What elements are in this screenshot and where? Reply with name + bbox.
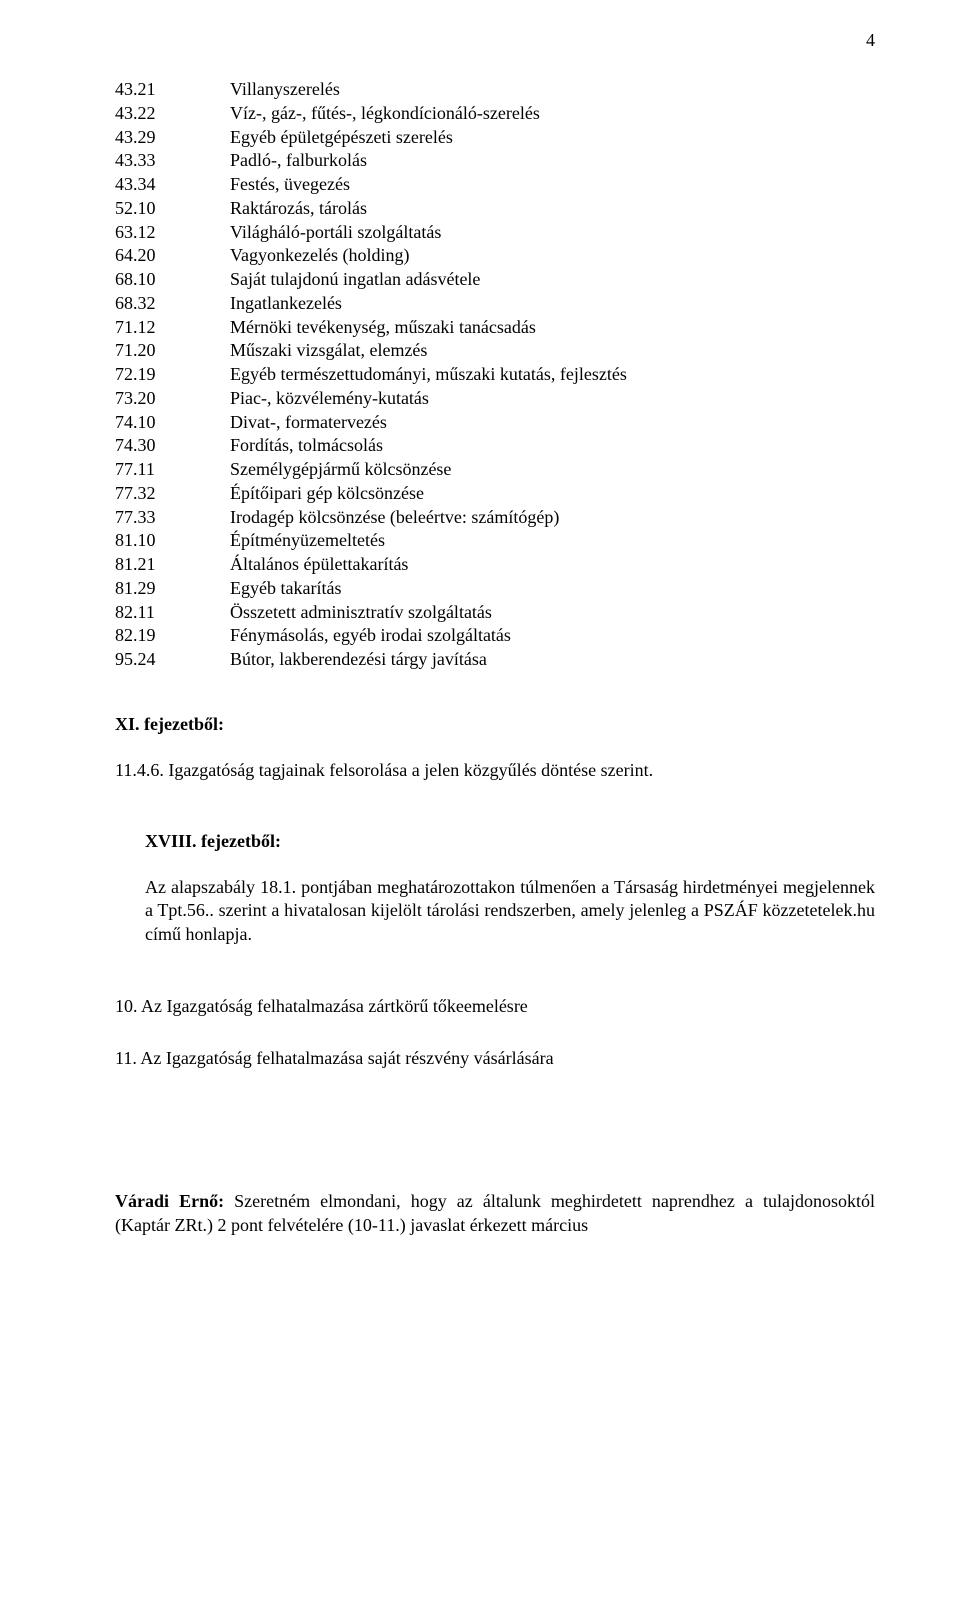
activity-description: Egyéb természettudományi, műszaki kutatá…: [230, 363, 875, 387]
section-18-paragraph: Az alapszabály 18.1. pontjában meghatáro…: [145, 876, 875, 947]
code-row: 71.12Mérnöki tevékenység, műszaki tanács…: [115, 316, 875, 340]
activity-description: Összetett adminisztratív szolgáltatás: [230, 601, 875, 625]
code-row: 73.20Piac-, közvélemény-kutatás: [115, 387, 875, 411]
activity-code: 77.33: [115, 506, 230, 530]
activity-code: 43.29: [115, 126, 230, 150]
code-row: 68.10Saját tulajdonú ingatlan adásvétele: [115, 268, 875, 292]
activity-description: Bútor, lakberendezési tárgy javítása: [230, 648, 875, 672]
activity-code: 43.22: [115, 102, 230, 126]
code-row: 74.30Fordítás, tolmácsolás: [115, 434, 875, 458]
activity-code: 43.33: [115, 149, 230, 173]
code-row: 95.24Bútor, lakberendezési tárgy javítás…: [115, 648, 875, 672]
activity-description: Festés, üvegezés: [230, 173, 875, 197]
code-row: 52.10Raktározás, tárolás: [115, 197, 875, 221]
activity-code: 43.21: [115, 78, 230, 102]
activity-code-list: 43.21Villanyszerelés43.22Víz-, gáz-, fűt…: [115, 78, 875, 672]
activity-code: 71.12: [115, 316, 230, 340]
activity-code: 73.20: [115, 387, 230, 411]
activity-description: Személygépjármű kölcsönzése: [230, 458, 875, 482]
section-18-heading: XVIII. fejezetből:: [145, 831, 875, 852]
activity-description: Világháló-portáli szolgáltatás: [230, 221, 875, 245]
activity-code: 72.19: [115, 363, 230, 387]
code-row: 72.19Egyéb természettudományi, műszaki k…: [115, 363, 875, 387]
activity-code: 95.24: [115, 648, 230, 672]
section-11-paragraph: 11.4.6. Igazgatóság tagjainak felsorolás…: [115, 759, 875, 783]
activity-description: Raktározás, tárolás: [230, 197, 875, 221]
code-row: 74.10Divat-, formatervezés: [115, 411, 875, 435]
activity-code: 81.29: [115, 577, 230, 601]
agenda-item-11: 11. Az Igazgatóság felhatalmazása saját …: [115, 1047, 875, 1071]
activity-description: Egyéb épületgépészeti szerelés: [230, 126, 875, 150]
code-row: 43.33Padló-, falburkolás: [115, 149, 875, 173]
code-row: 77.32Építőipari gép kölcsönzése: [115, 482, 875, 506]
activity-code: 77.11: [115, 458, 230, 482]
code-row: 64.20Vagyonkezelés (holding): [115, 244, 875, 268]
activity-description: Villanyszerelés: [230, 78, 875, 102]
code-row: 77.11Személygépjármű kölcsönzése: [115, 458, 875, 482]
activity-description: Padló-, falburkolás: [230, 149, 875, 173]
code-row: 82.11Összetett adminisztratív szolgáltat…: [115, 601, 875, 625]
activity-code: 68.32: [115, 292, 230, 316]
code-row: 81.10Építményüzemeltetés: [115, 529, 875, 553]
activity-description: Ingatlankezelés: [230, 292, 875, 316]
section-11-heading: XI. fejezetből:: [115, 714, 875, 735]
activity-code: 71.20: [115, 339, 230, 363]
activity-description: Divat-, formatervezés: [230, 411, 875, 435]
code-row: 43.29Egyéb épületgépészeti szerelés: [115, 126, 875, 150]
activity-description: Piac-, közvélemény-kutatás: [230, 387, 875, 411]
activity-code: 43.34: [115, 173, 230, 197]
activity-description: Fénymásolás, egyéb irodai szolgáltatás: [230, 624, 875, 648]
activity-code: 68.10: [115, 268, 230, 292]
code-row: 82.19Fénymásolás, egyéb irodai szolgálta…: [115, 624, 875, 648]
activity-code: 81.21: [115, 553, 230, 577]
activity-description: Fordítás, tolmácsolás: [230, 434, 875, 458]
code-row: 43.22Víz-, gáz-, fűtés-, légkondícionáló…: [115, 102, 875, 126]
activity-code: 81.10: [115, 529, 230, 553]
activity-code: 63.12: [115, 221, 230, 245]
activity-description: Építményüzemeltetés: [230, 529, 875, 553]
activity-description: Irodagép kölcsönzése (beleértve: számító…: [230, 506, 875, 530]
agenda-item-10: 10. Az Igazgatóság felhatalmazása zártkö…: [115, 995, 875, 1019]
activity-description: Saját tulajdonú ingatlan adásvétele: [230, 268, 875, 292]
speaker-text: Szeretném elmondani, hogy az általunk me…: [115, 1191, 875, 1235]
speaker-name: Váradi Ernő:: [115, 1191, 224, 1211]
code-row: 77.33Irodagép kölcsönzése (beleértve: sz…: [115, 506, 875, 530]
activity-code: 52.10: [115, 197, 230, 221]
code-row: 81.21Általános épülettakarítás: [115, 553, 875, 577]
activity-description: Általános épülettakarítás: [230, 553, 875, 577]
code-row: 43.21Villanyszerelés: [115, 78, 875, 102]
page-number: 4: [866, 30, 875, 51]
code-row: 81.29Egyéb takarítás: [115, 577, 875, 601]
activity-description: Mérnöki tevékenység, műszaki tanácsadás: [230, 316, 875, 340]
code-row: 68.32Ingatlankezelés: [115, 292, 875, 316]
activity-code: 64.20: [115, 244, 230, 268]
speaker-paragraph: Váradi Ernő: Szeretném elmondani, hogy a…: [115, 1190, 875, 1238]
activity-description: Egyéb takarítás: [230, 577, 875, 601]
activity-code: 82.11: [115, 601, 230, 625]
activity-code: 77.32: [115, 482, 230, 506]
code-row: 71.20Műszaki vizsgálat, elemzés: [115, 339, 875, 363]
document-page: 4 43.21Villanyszerelés43.22Víz-, gáz-, f…: [0, 0, 960, 1600]
code-row: 63.12Világháló-portáli szolgáltatás: [115, 221, 875, 245]
code-row: 43.34Festés, üvegezés: [115, 173, 875, 197]
activity-description: Műszaki vizsgálat, elemzés: [230, 339, 875, 363]
activity-description: Építőipari gép kölcsönzése: [230, 482, 875, 506]
activity-description: Víz-, gáz-, fűtés-, légkondícionáló-szer…: [230, 102, 875, 126]
activity-description: Vagyonkezelés (holding): [230, 244, 875, 268]
activity-code: 74.30: [115, 434, 230, 458]
activity-code: 74.10: [115, 411, 230, 435]
activity-code: 82.19: [115, 624, 230, 648]
